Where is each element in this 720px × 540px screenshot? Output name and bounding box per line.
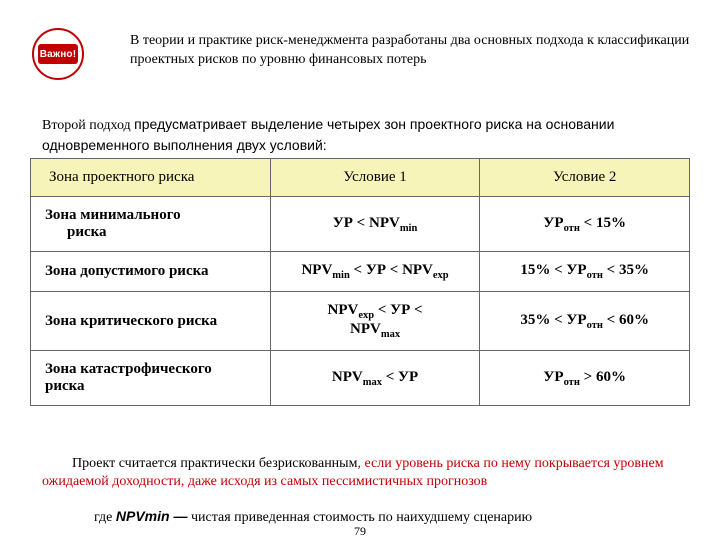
page-number: 79 <box>0 524 720 539</box>
c2-part2: < 35% <box>603 262 649 278</box>
c2-sub: отн <box>564 223 580 234</box>
cell-cond1: NPVmin < УР < NPVexp <box>270 252 480 292</box>
c2-sub: отн <box>587 320 603 331</box>
zone-line2: риска <box>45 378 85 394</box>
c2-part: 15% < УР <box>520 262 586 278</box>
c1-sub2: exp <box>433 270 449 281</box>
c2-part2: < 60% <box>603 312 649 328</box>
c1-part2: < УР <box>382 369 418 385</box>
c1-sub: max <box>363 377 382 388</box>
table-row: Зона минимального риска УР < NPVmin УРот… <box>31 197 690 252</box>
cell-cond1: NPVmax < УР <box>270 351 480 406</box>
intro-paragraph-2: Второй подход предусматривает выделение … <box>42 115 690 157</box>
c1-part3: NPV <box>350 321 381 337</box>
zone-line1: Зона катастрофического <box>45 361 212 377</box>
c1-part2: < УР < <box>374 302 423 318</box>
table-row: Зона катастрофического риска NPVmax < УР… <box>31 351 690 406</box>
c1-sub: min <box>332 270 350 281</box>
footer1-a: Проект считается практически безрискован… <box>72 456 357 471</box>
intro2-lead: Второй подход <box>42 118 134 133</box>
footer-paragraph-1: Проект считается практически безрискован… <box>42 455 690 490</box>
footer2-c: чистая приведенная стоимость по наихудше… <box>187 510 532 525</box>
c1-part: NPV <box>332 369 363 385</box>
cell-cond1: УР < NPVmin <box>270 197 480 252</box>
c2-part2: < 15% <box>580 215 626 231</box>
cell-cond2: УРотн < 15% <box>480 197 690 252</box>
intro-paragraph-1: В теории и практике риск-менеджмента раз… <box>130 32 690 70</box>
th-cond2: Условие 2 <box>480 159 690 197</box>
c2-part: 35% < УР <box>520 312 586 328</box>
cell-cond2: УРотн > 60% <box>480 351 690 406</box>
th-cond1: Условие 1 <box>270 159 480 197</box>
zone-line1: Зона критического риска <box>45 313 217 329</box>
zone-line1: Зона допустимого риска <box>45 263 209 279</box>
table-header-row: Зона проектного риска Условие 1 Условие … <box>31 159 690 197</box>
c1-part2: < УР < NPV <box>350 262 433 278</box>
zone-line2: риска <box>45 224 258 241</box>
c1-part: NPV <box>301 262 332 278</box>
th-zone: Зона проектного риска <box>31 159 271 197</box>
c2-sub: отн <box>564 377 580 388</box>
footer2-b: NPVmin — <box>116 508 188 524</box>
zone-line1: Зона минимального <box>45 207 181 223</box>
c1-part: УР < NPV <box>333 215 400 231</box>
important-badge-text: Важно! <box>38 44 78 64</box>
cell-cond2: 15% < УРотн < 35% <box>480 252 690 292</box>
c2-part2: > 60% <box>580 369 626 385</box>
cell-zone: Зона допустимого риска <box>31 252 271 292</box>
cell-zone: Зона катастрофического риска <box>31 351 271 406</box>
cell-cond1: NPVexp < УР < NPVmax <box>270 292 480 351</box>
c1-part: NPV <box>328 302 359 318</box>
table-row: Зона допустимого риска NPVmin < УР < NPV… <box>31 252 690 292</box>
table-row: Зона критического риска NPVexp < УР < NP… <box>31 292 690 351</box>
cell-cond2: 35% < УРотн < 60% <box>480 292 690 351</box>
important-badge: Важно! <box>32 28 84 80</box>
c2-part: УР <box>543 215 563 231</box>
c1-sub: exp <box>358 310 374 321</box>
c2-part: УР <box>543 369 563 385</box>
cell-zone: Зона минимального риска <box>31 197 271 252</box>
footer2-a: где <box>94 510 116 525</box>
c1-sub: min <box>400 223 418 234</box>
c2-sub: отн <box>587 270 603 281</box>
c1-sub2: max <box>381 329 400 340</box>
risk-zones-table: Зона проектного риска Условие 1 Условие … <box>30 158 690 406</box>
cell-zone: Зона критического риска <box>31 292 271 351</box>
